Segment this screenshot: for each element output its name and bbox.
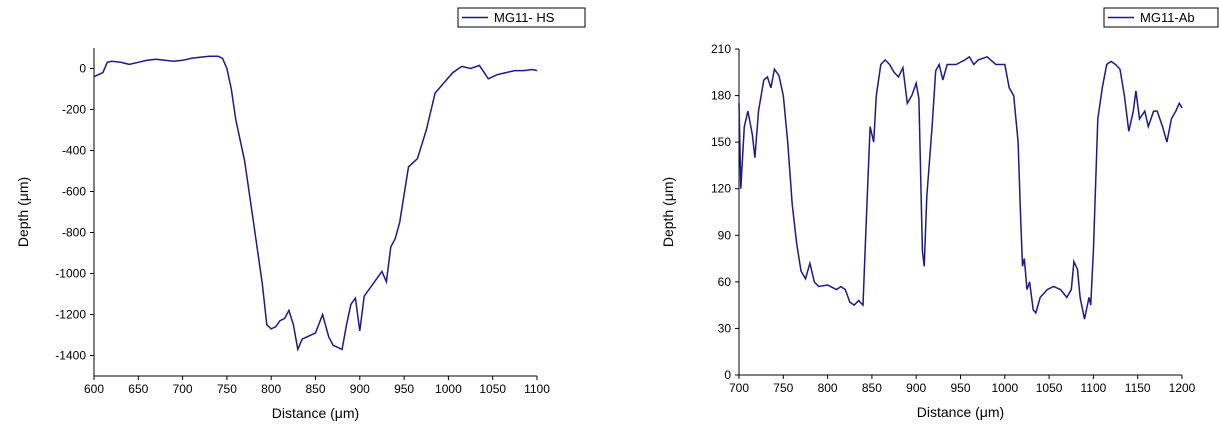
data-line <box>93 55 538 353</box>
x-tick-label: 950 <box>394 382 414 396</box>
x-tick-label: 600 <box>84 382 104 396</box>
x-axis-label: Distance (μm) <box>272 405 359 421</box>
legend-box <box>457 7 586 28</box>
x-tick-label: 750 <box>217 382 237 396</box>
y-tick-label: 0 <box>724 368 731 382</box>
x-tick-label: 1100 <box>1080 381 1106 395</box>
y-tick-label: 150 <box>711 135 731 149</box>
y-tick-label: -200 <box>62 103 86 117</box>
x-tick-label: 900 <box>350 382 370 396</box>
y-tick-label: 0 <box>79 62 86 76</box>
x-axis-label: Distance (μm) <box>917 404 1004 420</box>
y-tick-label: 30 <box>718 321 732 335</box>
x-tick-label: 700 <box>729 381 749 395</box>
x-tick-label: 1150 <box>1125 381 1151 395</box>
x-tick-label: 1050 <box>1036 381 1063 395</box>
y-tick-label: -800 <box>62 226 86 240</box>
x-tick-label: 1200 <box>1169 381 1196 395</box>
y-axis-label: Depth (μm) <box>15 177 31 247</box>
x-tick-label: 1050 <box>479 382 506 396</box>
y-tick-label: 60 <box>718 275 732 289</box>
y-tick-label: -1400 <box>55 349 86 363</box>
data-line <box>738 55 1183 320</box>
y-tick-label: -1200 <box>55 308 86 322</box>
x-tick-label: 650 <box>128 382 148 396</box>
legend-label: MG11- HS <box>494 10 555 25</box>
y-tick-label: -1000 <box>55 267 86 281</box>
plot-frame <box>94 48 537 376</box>
legend-label: MG11-Ab <box>1140 10 1195 25</box>
y-tick-label: 120 <box>711 182 731 196</box>
x-tick-label: 850 <box>862 381 882 395</box>
x-tick-label: 700 <box>173 382 193 396</box>
plot-frame <box>739 49 1182 375</box>
x-tick-label: 800 <box>261 382 281 396</box>
y-tick-label: 210 <box>711 42 731 56</box>
legend-box <box>1103 7 1219 28</box>
y-tick-label: -600 <box>62 185 86 199</box>
x-tick-label: 750 <box>773 381 793 395</box>
x-tick-label: 1000 <box>435 382 462 396</box>
x-tick-label: 950 <box>950 381 970 395</box>
y-tick-label: 90 <box>718 228 732 242</box>
x-tick-label: 850 <box>305 382 325 396</box>
x-tick-label: 900 <box>906 381 926 395</box>
y-tick-label: -400 <box>62 144 86 158</box>
x-tick-label: 1100 <box>524 382 550 396</box>
y-tick-label: 180 <box>711 89 731 103</box>
y-axis-label: Depth (μm) <box>660 177 676 247</box>
x-tick-label: 1000 <box>991 381 1018 395</box>
x-tick-label: 800 <box>818 381 838 395</box>
